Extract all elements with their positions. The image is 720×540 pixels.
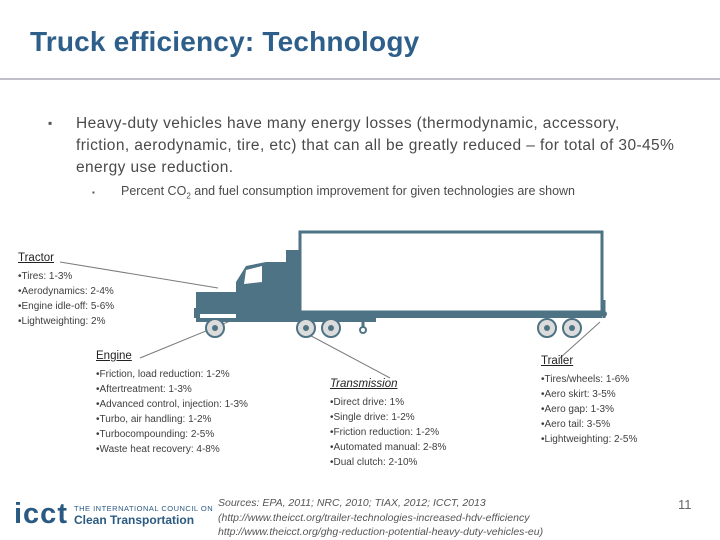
page-number: 11: [678, 497, 692, 512]
logo-name: Clean Transportation: [74, 513, 195, 527]
main-bullet-text: Heavy-duty vehicles have many energy los…: [76, 115, 675, 176]
source-link-ghg[interactable]: http://www.theicct.org/ghg-reduction-pot…: [218, 526, 544, 538]
engine-item: Aftertreatment: 1-3%: [96, 382, 248, 397]
engine-heading: Engine: [96, 350, 132, 362]
bullet-marker: ▪: [48, 116, 53, 130]
logo-tagline: THE INTERNATIONAL COUNCIL ON: [74, 504, 214, 513]
trailer-item: Lightweighting: 2-5%: [541, 432, 638, 447]
title-divider: [0, 78, 720, 80]
transmission-heading: Transmission: [330, 378, 398, 390]
sources-citation: Sources: EPA, 2011; NRC, 2010; TIAX, 201…: [218, 497, 486, 509]
tractor-item: Tires: 1-3%: [18, 269, 114, 284]
trailer-item: Aero skirt: 3-5%: [541, 387, 637, 402]
icct-logo: icct: [14, 498, 68, 530]
engine-item: Friction, load reduction: 1-2%: [96, 367, 248, 382]
tractor-callout-line: [59, 261, 219, 289]
trailer-group: Trailer Tires/wheels: 1-6% Aero skirt: 3…: [541, 354, 637, 447]
engine-group: Engine Friction, load reduction: 1-2% Af…: [96, 349, 248, 457]
slide-title: Truck efficiency: Technology: [30, 26, 420, 57]
trailer-callout-line: [559, 321, 601, 359]
sources-note: Sources: EPA, 2011; NRC, 2010; TIAX, 201…: [218, 496, 543, 540]
cab-window: [244, 266, 262, 284]
transmission-item: Dual clutch: 2-10%: [330, 455, 446, 470]
transmission-item: Friction reduction: 1-2%: [330, 425, 446, 440]
trailer-box: [298, 230, 604, 314]
tractor-item: Lightweighting: 2%: [18, 314, 114, 329]
trailer-item: Aero tail: 3-5%: [541, 417, 637, 432]
transmission-item: Automated manual: 2-8%: [330, 440, 447, 455]
engine-item: Advanced control, injection: 1-3%: [96, 397, 248, 412]
tractor-hood: [196, 292, 240, 314]
tractor-item: Aerodynamics: 2-4%: [18, 284, 114, 299]
tractor-group: Tractor Tires: 1-3% Aerodynamics: 2-4% E…: [18, 251, 114, 329]
transmission-item: Single drive: 1-2%: [330, 410, 446, 425]
trailer-item: Aero gap: 1-3%: [541, 402, 637, 417]
engine-item: Turbocompounding: 2-5%: [96, 427, 248, 442]
tractor-heading: Tractor: [18, 252, 54, 264]
sub-bullet-text: Percent CO2 and fuel consumption improve…: [121, 184, 576, 201]
trailer-base: [300, 312, 602, 318]
trailer-heading: Trailer: [541, 355, 574, 367]
sub-bullet-marker: ▪: [92, 188, 95, 197]
trailer-item: Tires/wheels: 1-6%: [541, 372, 637, 387]
tractor-item: Engine idle-off: 5-6%: [18, 299, 115, 314]
tractor-frame: [196, 318, 376, 322]
tractor-cab: [236, 250, 300, 318]
transmission-callout-line: [299, 329, 391, 379]
transmission-item: Direct drive: 1%: [330, 395, 446, 410]
transmission-group: Transmission Direct drive: 1% Single dri…: [330, 377, 446, 470]
source-link-trailer[interactable]: (http://www.theicct.org/trailer-technolo…: [218, 511, 530, 524]
engine-item: Waste heat recovery: 4-8%: [96, 442, 248, 457]
engine-item: Turbo, air handling: 1-2%: [96, 412, 248, 427]
